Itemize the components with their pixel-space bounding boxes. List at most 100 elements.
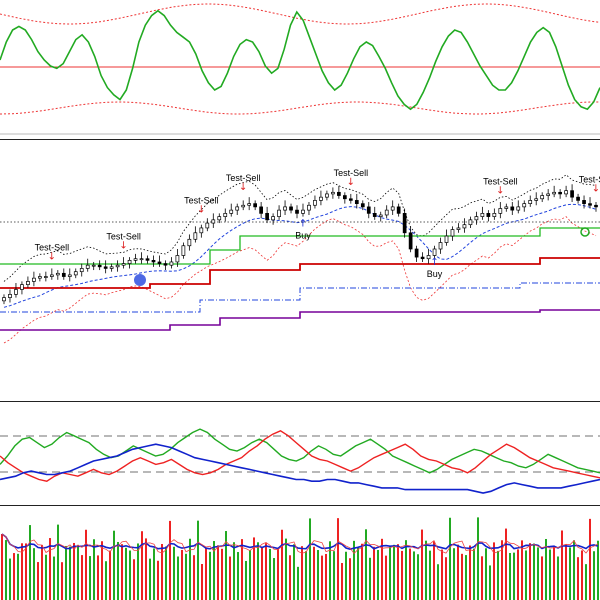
candle-body <box>594 204 598 208</box>
skull-icon <box>580 227 590 237</box>
volume-bar <box>357 547 359 600</box>
volume-bar <box>445 557 447 600</box>
volume-bar <box>201 564 203 600</box>
volume-bar <box>5 540 7 600</box>
volume-bar <box>329 541 331 600</box>
test-sell-label: Test-Sell <box>226 173 261 183</box>
candle-body <box>14 289 18 295</box>
volume-bar <box>273 558 275 600</box>
volume-bar <box>237 552 239 600</box>
candle-body <box>211 219 216 224</box>
volume-bar <box>365 529 367 600</box>
volume-bar <box>133 559 135 600</box>
oscillator-line <box>0 9 600 111</box>
sell-arrow-icon: ↓ <box>592 184 600 195</box>
volume-bar <box>105 561 107 600</box>
candle-body <box>468 219 473 226</box>
candle-body <box>265 213 269 221</box>
volume-bar <box>297 566 299 600</box>
candle-body <box>127 259 132 264</box>
candle-body <box>295 209 299 214</box>
volume-bar <box>569 547 571 600</box>
candle-body <box>175 255 180 263</box>
volume-bar <box>349 558 351 600</box>
candle-body <box>408 232 413 250</box>
candle-body <box>289 206 293 211</box>
volume-bar <box>537 547 539 600</box>
volume-bar <box>453 548 455 600</box>
candle-body <box>576 196 580 201</box>
candle-body <box>2 297 6 302</box>
candle-body <box>44 276 48 278</box>
volume-bar <box>397 544 399 600</box>
candle-body <box>402 213 407 234</box>
volume-bar <box>21 543 23 600</box>
volume-bar <box>229 556 231 600</box>
candle-body <box>510 206 515 211</box>
volume-bar <box>45 554 47 600</box>
sell-arrow-icon: ↓ <box>496 185 504 196</box>
candle-body <box>49 274 54 277</box>
sell-arrow-icon: ↓ <box>197 205 205 216</box>
volume-bar <box>117 541 119 600</box>
candle-body <box>516 206 521 211</box>
volume-bar <box>593 551 595 600</box>
candle-body <box>372 213 377 217</box>
test-sell-label: Test-Sell <box>483 176 518 186</box>
volume-bar <box>433 541 435 600</box>
volume-bar <box>89 556 91 600</box>
volume-bar <box>513 552 515 600</box>
candle-body <box>337 191 341 196</box>
volume-bar <box>333 551 335 600</box>
upper-band <box>0 3 600 25</box>
volume-bar <box>53 556 55 600</box>
adx-line <box>0 443 600 494</box>
volume-bar <box>341 563 343 600</box>
buy-label: Buy <box>427 269 443 279</box>
test-sell-label: Test-Sell <box>579 175 600 185</box>
sell-arrow-icon: ↓ <box>239 182 247 193</box>
volume-bar <box>245 560 247 600</box>
volume-bar <box>353 540 355 600</box>
volume-bar <box>461 553 463 600</box>
candle-body <box>38 276 42 279</box>
volume-bar <box>313 546 315 600</box>
candle-body <box>558 191 562 195</box>
volume-bar <box>25 543 27 600</box>
volume-bar <box>465 555 467 600</box>
volume-bar <box>541 556 543 600</box>
candle-body <box>462 224 467 229</box>
candle-body <box>432 248 437 256</box>
candle-body <box>588 203 592 206</box>
volume-bar <box>577 557 579 600</box>
blue-cluster-marker <box>134 274 146 286</box>
volume-bar <box>281 529 283 600</box>
volume-bar <box>521 540 523 600</box>
candle-body <box>522 203 527 208</box>
test-sell-label: Test-Sell <box>106 231 141 241</box>
candle-body <box>301 209 305 214</box>
volume-bar <box>177 556 179 600</box>
candle-body <box>348 198 353 201</box>
volume-short-average-line <box>1 533 599 555</box>
candle-body <box>384 209 389 216</box>
candle-body <box>498 208 503 214</box>
volume-bar <box>509 552 511 600</box>
candle-body <box>133 258 138 261</box>
volume-bar <box>85 529 87 600</box>
volume-bar <box>381 538 383 600</box>
purple-support-line <box>0 309 600 331</box>
volume-bar <box>233 542 235 600</box>
volume-bar <box>469 545 471 600</box>
test-sell-label: Test-Sell <box>334 168 369 178</box>
candle-body <box>73 271 78 276</box>
sell-arrow-icon: ↓ <box>48 252 56 263</box>
candle-body <box>235 206 240 211</box>
upper-channel-line <box>3 174 597 282</box>
volume-bar <box>269 548 271 600</box>
volume-bar <box>141 531 143 600</box>
candle-body <box>534 198 539 201</box>
volume-bar <box>305 551 307 600</box>
volume-bar <box>425 540 427 600</box>
test-sell-label: Test-Sell <box>35 243 70 253</box>
